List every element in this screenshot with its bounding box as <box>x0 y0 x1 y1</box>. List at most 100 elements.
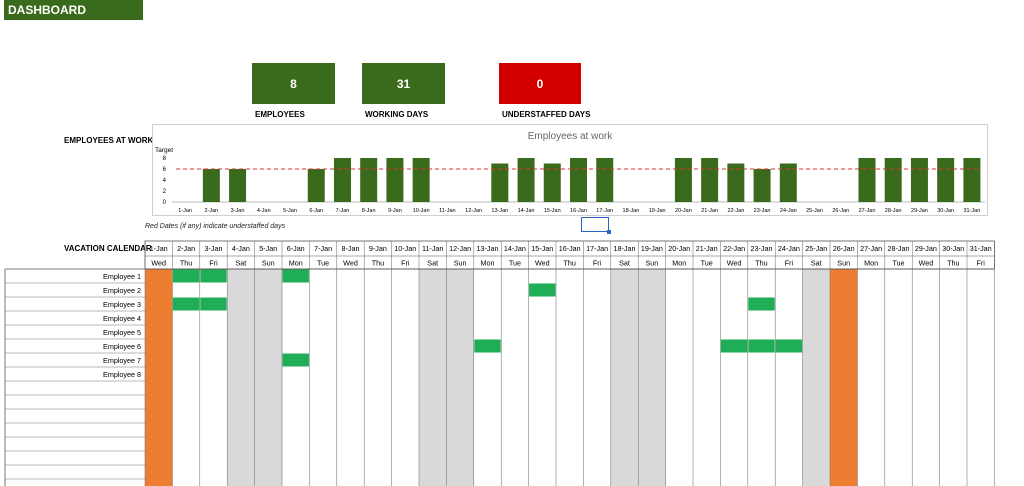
chart-xtick-label: 28-Jan <box>885 208 902 214</box>
calendar-date-header: 24-Jan <box>778 244 800 253</box>
calendar-day-header: Sat <box>427 259 438 268</box>
employee-name: Employee 1 <box>103 272 141 281</box>
employee-name: Employee 3 <box>103 300 141 309</box>
calendar-date-header: 2-Jan <box>177 244 195 253</box>
calendar-day-header: Sun <box>262 259 275 268</box>
chart-xtick-label: 20-Jan <box>675 208 692 214</box>
calendar-day-header: Wed <box>535 259 550 268</box>
calendar-day-header: Thu <box>947 259 959 268</box>
chart-ytick-label: 0 <box>163 200 167 206</box>
weekend-column <box>802 269 830 486</box>
calendar-date-header: 29-Jan <box>915 244 937 253</box>
calendar-date-header: 16-Jan <box>559 244 581 253</box>
calendar-date-header: 18-Jan <box>614 244 636 253</box>
weekend-column <box>254 269 282 486</box>
chart-ylabel: Target <box>155 147 173 154</box>
holiday-column <box>145 269 173 486</box>
selected-cell[interactable] <box>581 217 609 232</box>
chart-xtick-label: 17-Jan <box>596 208 613 214</box>
calendar-date-header: 13-Jan <box>477 244 499 253</box>
calendar-date-header: 22-Jan <box>723 244 745 253</box>
employees-kpi-label: EMPLOYEES <box>255 110 305 119</box>
calendar-date-header: 20-Jan <box>668 244 690 253</box>
calendar-day-header: Fri <box>593 259 602 268</box>
chart-bar <box>229 169 247 202</box>
chart-xtick-label: 22-Jan <box>727 208 744 214</box>
calendar-day-header: Mon <box>289 259 303 268</box>
calendar-day-header: Tue <box>701 259 713 268</box>
employee-name: Employee 4 <box>103 314 141 323</box>
chart-xtick-label: 19-Jan <box>649 208 666 214</box>
vacation-cell <box>172 297 200 311</box>
employee-name: Employee 2 <box>103 286 141 295</box>
chart-xtick-label: 5-Jan <box>283 208 297 214</box>
chart-ytick-label: 8 <box>163 156 167 162</box>
calendar-day-header: Tue <box>509 259 521 268</box>
chart-bar <box>779 163 797 202</box>
chart-ytick-label: 4 <box>163 178 167 184</box>
weekend-column <box>638 269 666 486</box>
calendar-day-header: Fri <box>401 259 410 268</box>
chart-xtick-label: 6-Jan <box>309 208 323 214</box>
vacation-cell <box>282 269 309 283</box>
chart-bar <box>543 163 561 202</box>
calendar-date-header: 5-Jan <box>259 244 277 253</box>
chart-section-label: EMPLOYEES AT WORK <box>64 136 154 145</box>
calendar-day-header: Wed <box>343 259 358 268</box>
calendar-date-header: 30-Jan <box>942 244 964 253</box>
calendar-day-header: Wed <box>919 259 934 268</box>
calendar-date-header: 3-Jan <box>205 244 223 253</box>
chart-bar <box>596 158 614 202</box>
chart-xtick-label: 27-Jan <box>859 208 876 214</box>
holiday-column <box>830 269 858 486</box>
calendar-day-header: Fri <box>209 259 218 268</box>
employee-name: Employee 6 <box>103 342 141 351</box>
chart-xtick-label: 1-Jan <box>178 208 192 214</box>
vacation-cell <box>200 297 227 311</box>
employees-kpi-value: 8 <box>252 63 335 104</box>
calendar-date-header: 4-Jan <box>232 244 250 253</box>
calendar-day-header: Sun <box>454 259 467 268</box>
employees-at-work-chart[interactable]: Employees at work Target 0 2 4 6 8 1-Jan 2-Jan 3-… <box>152 124 988 216</box>
dashboard-title: DASHBOARD <box>4 0 143 20</box>
chart-xtick-label: 4-Jan <box>257 208 271 214</box>
weekend-column <box>227 269 255 486</box>
calendar-date-header: 27-Jan <box>860 244 882 253</box>
chart-bar <box>753 169 771 202</box>
employee-name: Employee 7 <box>103 356 141 365</box>
calendar-day-header: Tue <box>892 259 904 268</box>
understaffed-note: Red Dates (if any) indicate understaffed… <box>145 223 286 230</box>
calendar-date-header: 15-Jan <box>531 244 553 253</box>
chart-bar <box>701 158 719 202</box>
chart-svg: Employees at work Target 0 2 4 6 8 1-Jan 2-Jan 3-… <box>155 131 985 214</box>
weekend-column <box>610 269 639 486</box>
vacation-cell <box>200 269 227 283</box>
chart-xtick-label: 3-Jan <box>231 208 245 214</box>
chart-xtick-label: 30-Jan <box>937 208 954 214</box>
understaffed-kpi-label: UNDERSTAFFED DAYS <box>502 110 591 119</box>
calendar-date-header: 1-Jan <box>150 244 168 253</box>
chart-xtick-label: 31-Jan <box>963 208 980 214</box>
chart-xtick-label: 8-Jan <box>362 208 376 214</box>
employee-name: Employee 8 <box>103 370 141 379</box>
calendar-day-header: Thu <box>755 259 767 268</box>
calendar-date-header: 11-Jan <box>422 244 443 253</box>
chart-xtick-label: 18-Jan <box>623 208 640 214</box>
calendar-day-header: Mon <box>672 259 686 268</box>
calendar-date-header: 26-Jan <box>833 244 855 253</box>
fill-handle[interactable] <box>607 230 611 234</box>
calendar-day-header: Mon <box>481 259 495 268</box>
calendar-date-header: 21-Jan <box>696 244 718 253</box>
calendar-day-header: Fri <box>977 259 986 268</box>
calendar-day-header: Thu <box>180 259 192 268</box>
chart-ytick-label: 6 <box>163 167 167 173</box>
calendar-date-header: 23-Jan <box>751 244 773 253</box>
calendar-date-header: 19-Jan <box>641 244 663 253</box>
vacation-calendar-label: VACATION CALENDAR <box>64 244 152 253</box>
calendar-day-header: Sat <box>811 259 822 268</box>
calendar-day-header: Sun <box>646 259 659 268</box>
calendar-date-header: 17-Jan <box>586 244 608 253</box>
vacation-cell <box>748 339 775 353</box>
chart-xtick-label: 10-Jan <box>413 208 430 214</box>
chart-xtick-label: 14-Jan <box>518 208 535 214</box>
